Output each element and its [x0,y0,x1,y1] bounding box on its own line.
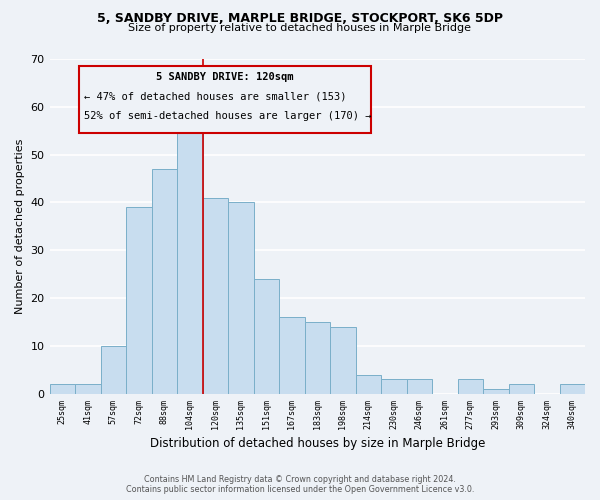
Bar [75,384,101,394]
Text: ← 47% of detached houses are smaller (153): ← 47% of detached houses are smaller (15… [85,92,347,102]
Bar [509,384,534,394]
Bar [279,318,305,394]
Text: 52% of semi-detached houses are larger (170) →: 52% of semi-detached houses are larger (… [85,110,372,120]
Bar [228,202,254,394]
Bar [356,374,381,394]
X-axis label: Distribution of detached houses by size in Marple Bridge: Distribution of detached houses by size … [149,437,485,450]
FancyBboxPatch shape [79,66,371,132]
Y-axis label: Number of detached properties: Number of detached properties [15,138,25,314]
Bar [330,327,356,394]
Bar [483,389,509,394]
Bar [560,384,585,394]
Bar [50,384,75,394]
Text: Contains HM Land Registry data © Crown copyright and database right 2024.
Contai: Contains HM Land Registry data © Crown c… [126,474,474,494]
Bar [126,208,152,394]
Bar [177,116,203,394]
Bar [458,380,483,394]
Bar [152,169,177,394]
Bar [254,279,279,394]
Bar [203,198,228,394]
Text: 5, SANDBY DRIVE, MARPLE BRIDGE, STOCKPORT, SK6 5DP: 5, SANDBY DRIVE, MARPLE BRIDGE, STOCKPOR… [97,12,503,26]
Text: 5 SANDBY DRIVE: 120sqm: 5 SANDBY DRIVE: 120sqm [156,72,293,83]
Text: Size of property relative to detached houses in Marple Bridge: Size of property relative to detached ho… [128,23,472,33]
Bar [407,380,432,394]
Bar [101,346,126,394]
Bar [381,380,407,394]
Bar [305,322,330,394]
